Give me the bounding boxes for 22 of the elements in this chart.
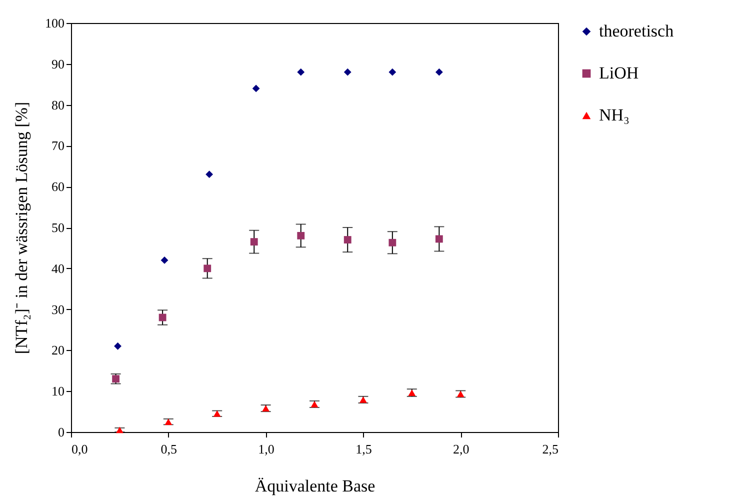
y-axis-title: [NTf₂]⁻ in der wässrigen Lösung [%] bbox=[12, 102, 31, 354]
x-tick-label: 2,0 bbox=[452, 442, 470, 456]
y-tick-label: 90 bbox=[52, 56, 64, 72]
y-tick-label: 0 bbox=[58, 424, 64, 440]
legend-label: theoretisch bbox=[599, 22, 674, 40]
legend-label: NH₃ bbox=[599, 106, 630, 124]
y-tick-label: 70 bbox=[52, 138, 64, 154]
y-tick-label: 50 bbox=[52, 220, 64, 235]
x-tick-label: 0,5 bbox=[160, 442, 178, 456]
y-tick-label: 60 bbox=[52, 179, 64, 194]
y-tick-label: 100 bbox=[45, 16, 64, 30]
y-tick-label: 10 bbox=[52, 384, 64, 399]
x-tick-label: 0,0 bbox=[72, 442, 88, 456]
x-tick-label: 1,5 bbox=[356, 442, 372, 456]
x-axis-title: Äquivalente Base bbox=[254, 476, 376, 496]
x-tick-label: 2,5 bbox=[542, 442, 558, 456]
y-tick-label: 40 bbox=[52, 260, 64, 276]
y-tick-label: 20 bbox=[52, 342, 64, 358]
y-tick-label: 30 bbox=[52, 302, 64, 317]
legend-label: LiOH bbox=[599, 64, 639, 82]
x-tick-label: 1,0 bbox=[258, 442, 274, 456]
y-tick-label: 80 bbox=[52, 97, 64, 112]
